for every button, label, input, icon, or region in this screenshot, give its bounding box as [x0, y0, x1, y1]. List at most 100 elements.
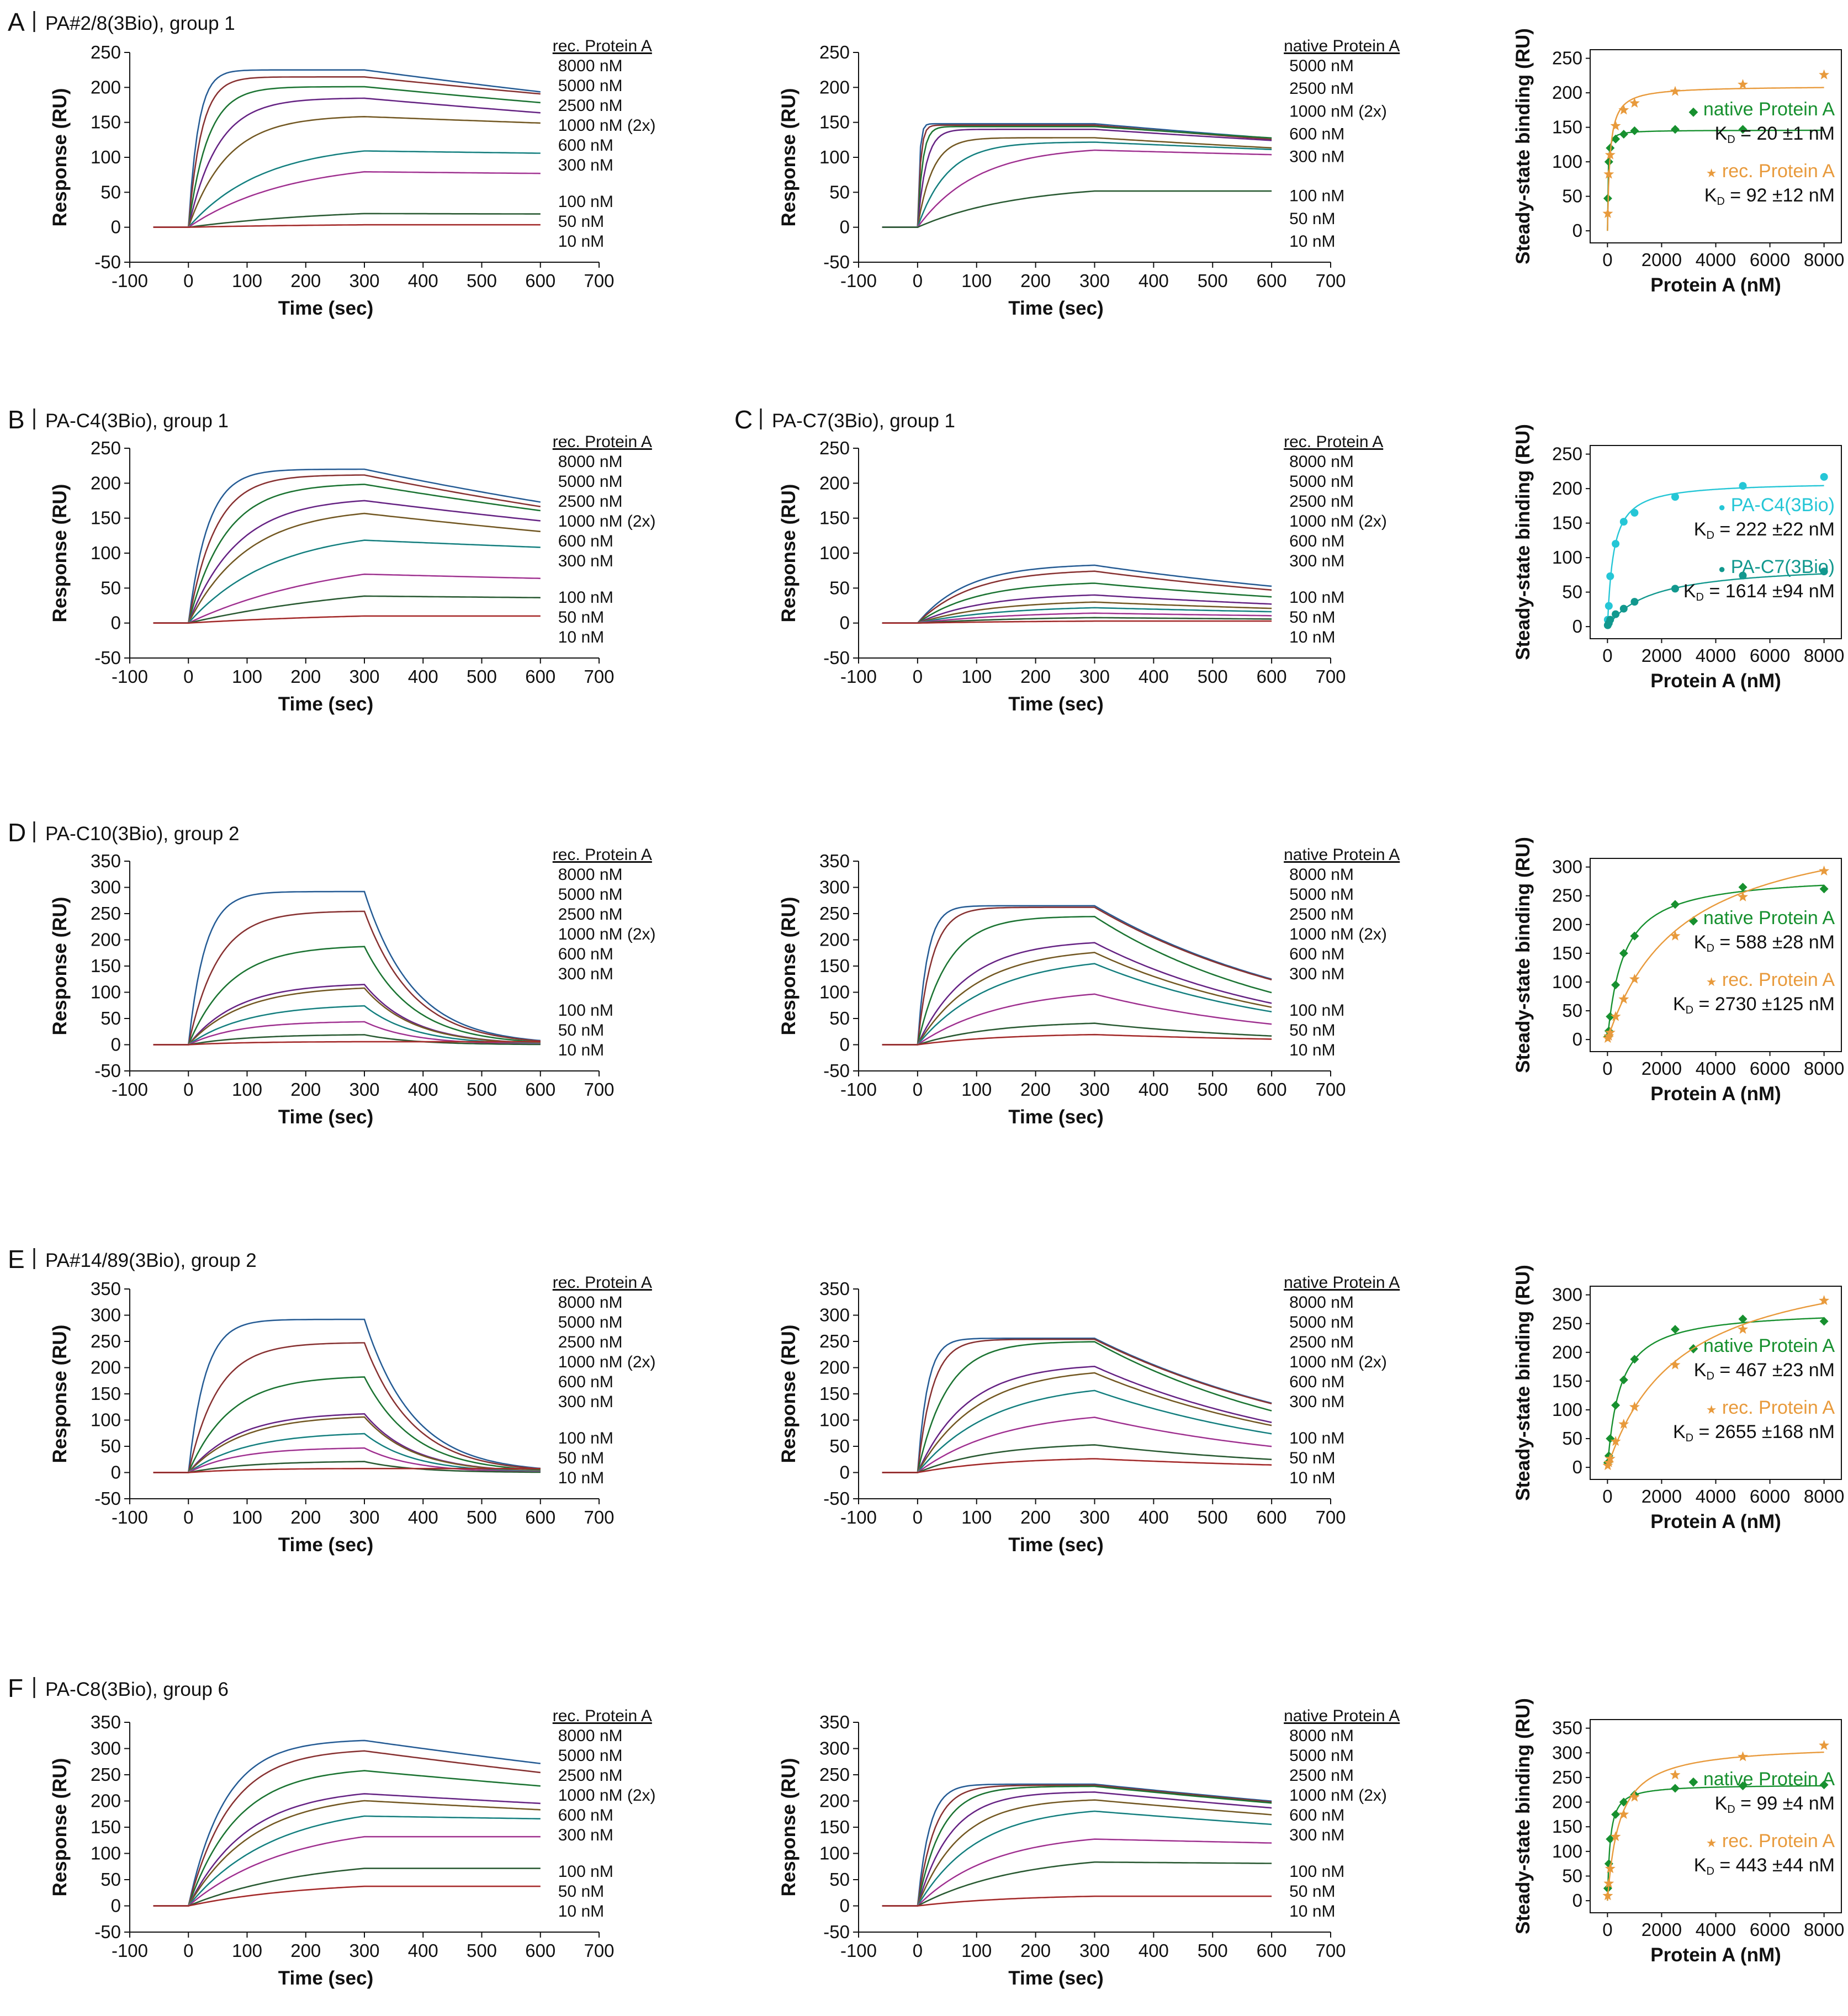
x-tick-label: 400	[408, 1940, 438, 1961]
x-tick-label: 200	[290, 1507, 321, 1527]
data-point	[1619, 518, 1628, 526]
x-tick-label: 0	[183, 666, 193, 687]
y-tick-label: 250	[819, 1764, 850, 1785]
data-point	[1611, 1400, 1621, 1410]
x-tick-label: 300	[349, 666, 379, 687]
sensorgram-curve	[153, 1835, 541, 1907]
y-tick-label: 0	[840, 613, 850, 633]
x-tick-label: 400	[1139, 1079, 1169, 1100]
y-tick-label: 350	[819, 1278, 850, 1299]
x-tick-label: 500	[467, 1507, 497, 1527]
kd-label: KD = 222 ±22 nM	[1694, 519, 1835, 542]
data-point	[1738, 125, 1748, 134]
data-point	[1630, 1355, 1639, 1364]
concentration-label: 10 nM	[558, 1902, 604, 1920]
data-point	[1738, 883, 1748, 892]
y-tick-label: 100	[91, 1410, 121, 1430]
data-point	[1605, 1027, 1616, 1037]
y-tick-label: 150	[91, 112, 121, 132]
y-tick-label: 0	[840, 217, 850, 237]
x-tick-label: 8000	[1804, 645, 1844, 666]
x-axis-title: Time (sec)	[1008, 1106, 1104, 1128]
y-tick-label: 150	[1552, 1371, 1582, 1391]
data-point	[1619, 1375, 1628, 1384]
y-tick-label: 200	[91, 930, 121, 950]
fit-curve	[153, 513, 541, 624]
fit-curve	[882, 1390, 1272, 1473]
y-tick-label: 0	[840, 1462, 850, 1483]
concentration-label: 1000 nM (2x)	[1289, 1786, 1387, 1805]
x-tick-label: 700	[1315, 1507, 1346, 1527]
kd-label: KD = 20 ±1 nM	[1715, 123, 1835, 146]
x-tick-label: 400	[1139, 270, 1169, 291]
y-tick-label: 150	[1552, 943, 1582, 963]
data-point	[1606, 1012, 1615, 1021]
data-point	[1610, 120, 1621, 131]
x-axis-title: Time (sec)	[278, 1967, 374, 1989]
fit-curve	[153, 1868, 541, 1906]
legend-symbol: ★	[1706, 166, 1717, 180]
concentration-label: 2500 nM	[1289, 79, 1354, 98]
panel-title-text: PA-C8(3Bio), group 6	[45, 1679, 229, 1700]
x-tick-label: 600	[525, 1079, 555, 1100]
y-tick-label: 50	[100, 1436, 121, 1456]
concentration-label: 300 nM	[1289, 1393, 1344, 1411]
y-tick-label: 350	[91, 1278, 121, 1299]
concentration-label: 5000 nM	[1289, 1313, 1354, 1331]
y-tick-label: 200	[1552, 1342, 1582, 1362]
y-tick-label: 250	[819, 903, 850, 924]
fit-curve	[882, 1458, 1272, 1473]
fit-curve	[882, 1417, 1272, 1473]
y-tick-label: 100	[91, 1843, 121, 1864]
y-tick-label: 0	[1572, 1457, 1582, 1477]
kd-value: 99 ±4 nM	[1756, 1793, 1835, 1814]
concentration-heading: rec. Protein A	[553, 37, 652, 55]
panel-title-text: PA-C7(3Bio), group 1	[772, 410, 955, 432]
sensorgram-curve	[882, 149, 1272, 229]
x-tick-label: 400	[1139, 666, 1169, 687]
sensorgram-curve	[153, 539, 541, 624]
data-point	[1618, 994, 1629, 1004]
fit-curve	[153, 1343, 541, 1473]
fit-curve	[882, 1786, 1272, 1906]
x-tick-label: 600	[1257, 270, 1287, 291]
fit-curve	[882, 1034, 1272, 1045]
fit-curve	[882, 129, 1272, 228]
panel-title: A PA#2/8(3Bio), group 1	[8, 8, 235, 36]
y-axis-title: Response (RU)	[49, 88, 71, 227]
x-tick-label: 300	[349, 270, 379, 291]
y-tick-label: 50	[1562, 1000, 1582, 1021]
x-tick-label: 6000	[1750, 1486, 1790, 1506]
sensorgram-curve	[882, 124, 1272, 229]
concentration-label: 50 nM	[1289, 210, 1335, 228]
data-point	[1610, 1831, 1621, 1842]
y-tick-label: 200	[819, 1357, 850, 1378]
x-tick-label: 300	[349, 1079, 379, 1100]
x-tick-label: 700	[1315, 1079, 1346, 1100]
y-tick-label: 100	[91, 147, 121, 167]
panel-title-text: PA#14/89(3Bio), group 2	[45, 1250, 257, 1271]
x-tick-label: 200	[290, 666, 321, 687]
fit-curve	[153, 911, 541, 1045]
sensorgram-curve	[153, 69, 541, 229]
concentration-label: 2500 nM	[1289, 492, 1354, 511]
x-axis-title: Time (sec)	[1008, 1967, 1104, 1989]
data-point	[1670, 1359, 1681, 1370]
y-tick-label: 50	[1562, 1865, 1582, 1886]
x-tick-label: 300	[349, 1507, 379, 1527]
y-tick-label: 300	[91, 1305, 121, 1325]
concentration-label: 300 nM	[558, 156, 613, 174]
x-tick-label: 200	[1020, 1507, 1051, 1527]
data-point	[1671, 493, 1679, 501]
concentration-heading: native Protein A	[1284, 846, 1400, 864]
concentration-label: 2500 nM	[1289, 1766, 1354, 1785]
x-axis-title: Protein A (nM)	[1650, 1083, 1781, 1105]
panel-title-text: PA-C10(3Bio), group 2	[45, 823, 239, 845]
fit-curve	[153, 1750, 541, 1906]
concentration-label: 8000 nM	[558, 453, 623, 471]
concentration-label: 10 nM	[558, 1469, 604, 1487]
x-tick-label: -100	[840, 270, 877, 291]
concentration-label: 100 nM	[558, 1863, 613, 1881]
fit-curve	[153, 1816, 541, 1906]
x-axis-title: Time (sec)	[278, 1106, 374, 1128]
